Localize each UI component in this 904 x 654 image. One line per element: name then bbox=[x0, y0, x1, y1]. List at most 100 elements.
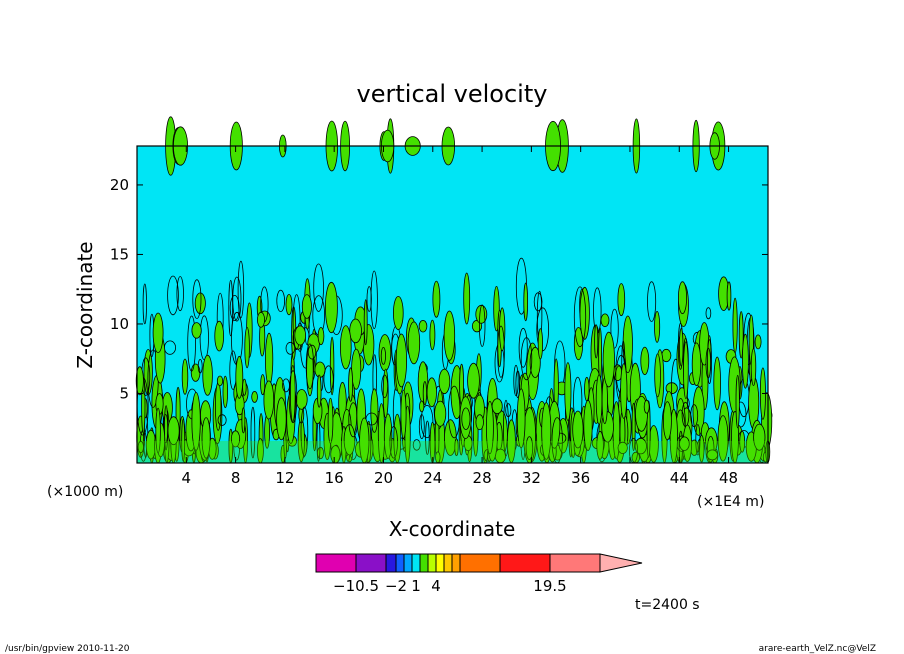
colorbar bbox=[315, 553, 643, 573]
contour-blob bbox=[705, 347, 711, 379]
contour-blob bbox=[463, 272, 471, 325]
colorbar-segment bbox=[427, 553, 437, 573]
contour-blob bbox=[276, 397, 287, 441]
contour-blob bbox=[705, 307, 712, 320]
contour-blob bbox=[190, 363, 201, 382]
contour-blob bbox=[643, 399, 650, 414]
contour-blob bbox=[691, 342, 702, 387]
contour-blob bbox=[228, 279, 234, 337]
contour-blob bbox=[242, 378, 247, 396]
contour-blob bbox=[739, 430, 746, 453]
contour-blob bbox=[429, 319, 436, 351]
contour-blob bbox=[380, 346, 386, 365]
x-tick-label: 44 bbox=[670, 469, 689, 487]
contour-blob bbox=[584, 376, 590, 402]
x-tick-label: 32 bbox=[522, 469, 541, 487]
contour-blob bbox=[698, 435, 705, 463]
x-tick-label: 12 bbox=[275, 469, 294, 487]
contour-blob bbox=[491, 398, 503, 415]
contour-blob bbox=[735, 374, 740, 429]
x-unit-left: (×1000 m) bbox=[47, 484, 123, 500]
contour-blob bbox=[237, 260, 245, 319]
contour-blob bbox=[583, 399, 593, 451]
contour-blob bbox=[513, 364, 519, 397]
contour-blob bbox=[742, 333, 749, 389]
contour-blob bbox=[214, 320, 225, 352]
contour-blob bbox=[600, 313, 610, 328]
contour-blob bbox=[432, 280, 441, 318]
colorbar-segment bbox=[315, 553, 357, 573]
contour-blob bbox=[316, 374, 322, 408]
colorbar-arrow bbox=[599, 553, 643, 573]
contour-blob bbox=[707, 339, 712, 385]
contour-blob bbox=[663, 401, 672, 441]
contour-blob bbox=[573, 286, 587, 348]
contour-blob bbox=[176, 276, 184, 312]
contour-blob bbox=[738, 311, 744, 359]
contour-blob bbox=[343, 424, 356, 456]
contour-blob bbox=[307, 344, 317, 360]
contour-blob bbox=[381, 374, 389, 399]
contour-blob bbox=[754, 334, 762, 350]
contour-blob bbox=[327, 397, 334, 444]
contour-blob bbox=[294, 325, 307, 346]
colorbar-tick-label: 19.5 bbox=[533, 577, 566, 595]
contour-blob bbox=[647, 281, 657, 322]
x-tick-label: 20 bbox=[374, 469, 393, 487]
plot-area bbox=[135, 116, 773, 464]
contour-blob bbox=[229, 294, 240, 321]
contour-blob bbox=[363, 299, 368, 346]
contour-blob bbox=[595, 374, 603, 425]
contour-blob bbox=[181, 358, 189, 395]
contour-blob bbox=[142, 283, 147, 325]
contour-blob bbox=[523, 282, 528, 322]
contour-blob bbox=[395, 333, 407, 388]
colorbar-segment bbox=[355, 553, 387, 573]
contour-blob bbox=[187, 315, 196, 372]
contour-blob bbox=[692, 386, 705, 436]
contour-blob bbox=[479, 304, 486, 347]
y-tick-label: 20 bbox=[110, 176, 129, 194]
contour-blob bbox=[348, 367, 354, 402]
contour-blob bbox=[537, 328, 544, 360]
contour-blob bbox=[418, 414, 425, 440]
contour-blob bbox=[444, 419, 457, 456]
colorbar-segment bbox=[419, 553, 429, 573]
contour-blob bbox=[520, 337, 533, 381]
contour-blob bbox=[640, 346, 650, 376]
contour-blob bbox=[572, 410, 584, 449]
contour-blob bbox=[443, 310, 456, 361]
contour-blob bbox=[288, 370, 298, 424]
contour-blob bbox=[370, 388, 379, 433]
contour-blob bbox=[594, 324, 599, 359]
contour-blob bbox=[244, 326, 250, 369]
contour-blob bbox=[339, 325, 352, 370]
y-axis-label: Z-coordinate bbox=[73, 241, 97, 368]
contour-blob bbox=[222, 375, 228, 409]
contour-blob bbox=[533, 292, 543, 312]
contour-blob bbox=[717, 415, 729, 462]
near-surface-band bbox=[137, 441, 768, 463]
contour-blob bbox=[420, 404, 434, 439]
colorbar-labels: −10.5 −2 1 4 19.5 bbox=[333, 577, 567, 595]
contour-blob bbox=[314, 361, 326, 378]
footer-right: arare-earth_VelZ.nc@VelZ bbox=[759, 644, 876, 654]
contour-blob bbox=[152, 312, 164, 353]
colorbar-segment bbox=[451, 553, 461, 573]
x-tick-label: 24 bbox=[423, 469, 442, 487]
contour-blob bbox=[295, 389, 308, 410]
contour-blob bbox=[230, 430, 241, 448]
contour-blob bbox=[425, 420, 430, 455]
colorbar-tick-label: 1 bbox=[411, 577, 421, 595]
contour-blob bbox=[216, 375, 224, 387]
contour-blob bbox=[713, 356, 721, 411]
contour-blob bbox=[301, 294, 312, 319]
y-tick-label: 15 bbox=[110, 245, 129, 263]
contour-blob bbox=[323, 365, 334, 394]
contour-blob bbox=[292, 294, 301, 351]
contour-blob bbox=[217, 414, 227, 426]
contour-blob bbox=[525, 436, 534, 461]
colorbar-segment bbox=[435, 553, 445, 573]
contour-blob bbox=[192, 279, 202, 319]
